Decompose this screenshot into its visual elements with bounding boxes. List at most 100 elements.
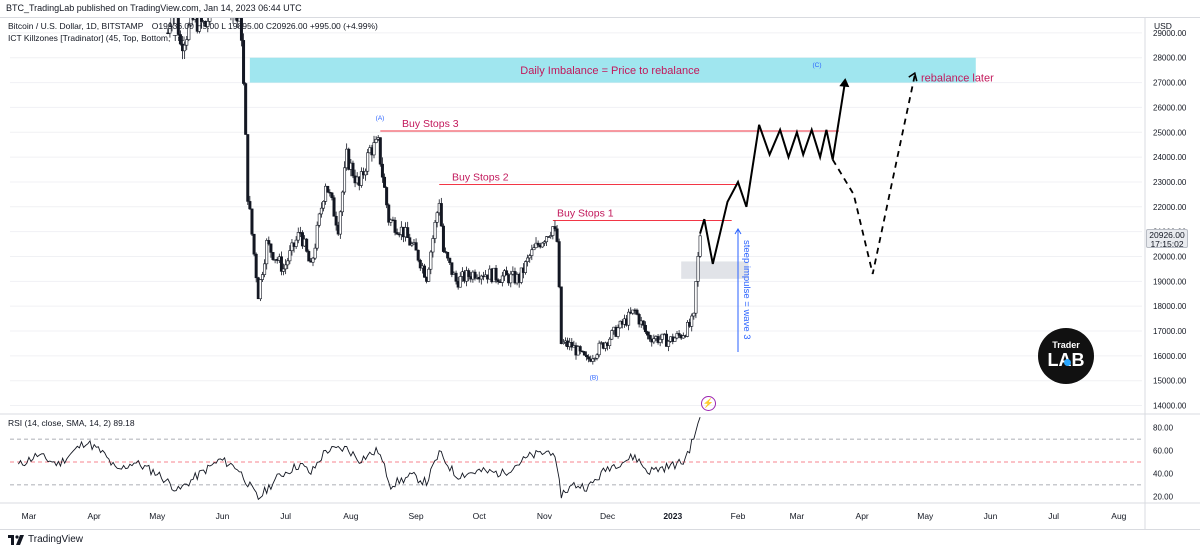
wave-b-label: (B) (590, 374, 599, 381)
candle-body (595, 354, 599, 359)
candle-body (343, 167, 347, 193)
candle-body (383, 176, 387, 188)
tradingview-logo-icon[interactable] (8, 534, 24, 546)
candle-body (658, 339, 662, 343)
candle-body (690, 315, 694, 327)
candle-body (494, 267, 498, 281)
alt-projection-path (831, 74, 916, 275)
candle-body (311, 257, 315, 263)
candle-body (635, 309, 639, 315)
x-tick-label: Jun (216, 511, 230, 521)
alt-projection-arrowhead (908, 71, 918, 82)
candle-body (591, 358, 595, 362)
candle-body (423, 265, 427, 278)
x-tick-label: Aug (1111, 511, 1126, 521)
candle-body (252, 233, 256, 255)
candle-body (406, 227, 410, 238)
currency-label: USD (1154, 21, 1172, 31)
x-tick-label: Jul (1048, 511, 1059, 521)
rsi-tick-label: 20.00 (1153, 492, 1174, 501)
footer-brand[interactable]: TradingView (28, 534, 84, 545)
candle-body (429, 251, 433, 270)
candle-body (319, 207, 323, 215)
candle-body (467, 270, 471, 277)
rsi-pane (10, 417, 1142, 501)
candle-body (359, 171, 363, 186)
candle-body (694, 281, 698, 314)
candle-body (585, 354, 589, 358)
y-tick-label: 14000.00 (1153, 402, 1187, 411)
candle-body (269, 243, 273, 253)
candle-body (677, 333, 681, 336)
candle-body (667, 341, 671, 347)
candle-body (206, 21, 210, 27)
candle-body (627, 311, 631, 326)
logo-dot (1064, 359, 1071, 366)
x-tick-label: May (917, 511, 934, 521)
candle-body (692, 312, 696, 317)
candle-body (389, 219, 393, 223)
indicator-legend[interactable]: ICT Killzones [Tradinator] (45, Top, Bot… (8, 33, 185, 43)
y-tick-label: 28000.00 (1153, 54, 1187, 63)
x-tick-label: Mar (790, 511, 805, 521)
candle-body (254, 253, 258, 279)
symbol-name[interactable]: Bitcoin / U.S. Dollar, 1D, BITSTAMP (8, 21, 144, 31)
x-tick-label: Mar (22, 511, 37, 521)
candle-body (534, 242, 538, 249)
ohlc-values: O19936.00 H (151, 21, 203, 31)
candle-body (286, 260, 290, 266)
candle-body (450, 262, 454, 275)
candle-body (242, 40, 246, 84)
candle-body (378, 137, 382, 165)
y-tick-label: 24000.00 (1153, 153, 1187, 162)
candle-body (284, 264, 288, 270)
candle-body (526, 257, 530, 262)
x-tick-label: Aug (343, 511, 358, 521)
candle-body (414, 242, 418, 251)
candle-body (351, 162, 355, 177)
wave-c-label: (C) (812, 62, 821, 69)
indicator-name: ICT Killzones [Tradinator] (45, Top, Bot… (8, 33, 186, 43)
candle-body (288, 250, 292, 262)
candle-body (244, 83, 248, 135)
candle-body (549, 235, 553, 238)
projection-arrowhead (839, 78, 850, 88)
candle-body (559, 286, 563, 344)
candle-body (347, 148, 351, 170)
candle-body (260, 274, 264, 280)
candle-body (324, 185, 328, 202)
candle-body (435, 212, 439, 223)
candle-body (334, 215, 338, 226)
candle-body (340, 191, 344, 213)
logo-line1: Trader (1052, 340, 1080, 350)
x-tick-label: Sep (409, 511, 424, 521)
candle-body (380, 163, 384, 178)
candle-body (631, 309, 635, 314)
header-bar: BTC_TradingLab published on TradingView.… (0, 0, 1200, 18)
projection (699, 71, 918, 352)
y-tick-label: 17000.00 (1153, 327, 1187, 336)
buy-stops (380, 130, 840, 221)
candle-body (185, 39, 189, 46)
grid (0, 18, 1200, 529)
candle-body (322, 201, 326, 209)
y-tick-label: 27000.00 (1153, 79, 1187, 88)
rsi-legend[interactable]: RSI (14, close, SMA, 14, 2) 89.18 (8, 418, 135, 428)
candle-body (458, 276, 462, 288)
y-tick-label: 29000.00 (1153, 29, 1187, 38)
candle-body (561, 341, 565, 344)
lightning-icon[interactable]: ⚡ (701, 396, 716, 411)
y-tick-label: 26000.00 (1153, 103, 1187, 112)
candle-body (519, 267, 523, 283)
candle-body (570, 342, 574, 348)
candle-body (296, 232, 300, 241)
candle-body (673, 337, 677, 342)
y-tick-label: 22000.00 (1153, 203, 1187, 212)
candle-body (326, 185, 330, 193)
x-tick-label: Jun (984, 511, 998, 521)
x-tick-label: Apr (856, 511, 869, 521)
rsi-line (18, 417, 701, 501)
ohlc-values-rest: 5.00 L 19895.00 C20926.00 +995.00 (+4.99… (202, 21, 378, 31)
candle-body (660, 333, 664, 340)
